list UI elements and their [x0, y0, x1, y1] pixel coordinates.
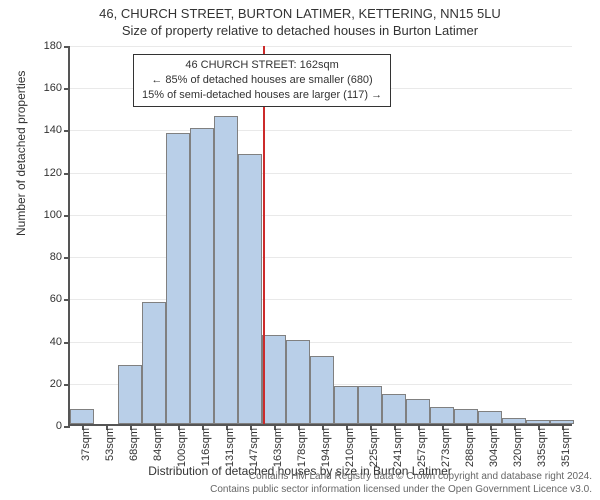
- footer-line-2: Contains public sector information licen…: [210, 484, 592, 497]
- y-tick-label: 100: [34, 209, 62, 221]
- histogram-bar: [478, 411, 502, 424]
- y-tick: [64, 130, 70, 132]
- annotation-line-1: 46 CHURCH STREET: 162sqm: [142, 58, 382, 73]
- x-tick-label: 84sqm: [152, 428, 164, 461]
- histogram-bar: [118, 365, 142, 424]
- x-tick-label: 273sqm: [440, 428, 452, 467]
- gridline: [70, 46, 572, 47]
- annotation-line-3: 15% of semi-detached houses are larger (…: [142, 88, 382, 103]
- histogram-bar: [238, 154, 262, 424]
- x-tick-label: 257sqm: [416, 428, 428, 467]
- chart-title-block: 46, CHURCH STREET, BURTON LATIMER, KETTE…: [0, 0, 600, 38]
- chart-subtitle: Size of property relative to detached ho…: [0, 23, 600, 38]
- y-tick-label: 40: [34, 336, 62, 348]
- x-tick-label: 351sqm: [560, 428, 572, 467]
- y-tick: [64, 426, 70, 428]
- gridline: [70, 130, 572, 131]
- histogram-bar: [262, 335, 286, 424]
- x-tick-label: 304sqm: [488, 428, 500, 467]
- histogram-bar: [166, 133, 190, 424]
- annotation-box: 46 CHURCH STREET: 162sqm ← 85% of detach…: [133, 54, 391, 107]
- histogram-bar: [454, 409, 478, 424]
- y-tick-label: 180: [34, 40, 62, 52]
- x-tick-label: 320sqm: [512, 428, 524, 467]
- y-tick: [64, 342, 70, 344]
- y-tick-label: 80: [34, 251, 62, 263]
- x-tick-label: 53sqm: [104, 428, 116, 461]
- histogram-bar: [190, 128, 214, 424]
- footer-attribution: Contains HM Land Registry data © Crown c…: [210, 471, 592, 496]
- histogram-bar: [334, 386, 358, 424]
- histogram-bar: [358, 386, 382, 424]
- x-tick-label: 116sqm: [200, 428, 212, 466]
- footer-line-1: Contains HM Land Registry data © Crown c…: [210, 471, 592, 484]
- histogram-bar: [286, 340, 310, 424]
- y-tick-label: 140: [34, 124, 62, 136]
- y-tick: [64, 299, 70, 301]
- x-tick-label: 37sqm: [80, 428, 92, 461]
- histogram-bar: [310, 356, 334, 424]
- x-tick-label: 100sqm: [176, 428, 188, 467]
- y-tick: [64, 215, 70, 217]
- x-tick-label: 147sqm: [248, 428, 260, 467]
- chart-area: 02040608010012014016018037sqm53sqm68sqm8…: [68, 46, 572, 426]
- y-tick: [64, 173, 70, 175]
- gridline: [70, 173, 572, 174]
- x-tick-label: 225sqm: [368, 428, 380, 467]
- y-tick-label: 60: [34, 293, 62, 305]
- x-tick-label: 163sqm: [272, 428, 284, 467]
- x-tick-label: 131sqm: [224, 428, 236, 467]
- histogram-bar: [382, 394, 406, 424]
- y-tick-label: 0: [34, 420, 62, 432]
- y-tick: [64, 384, 70, 386]
- y-tick: [64, 46, 70, 48]
- y-tick: [64, 88, 70, 90]
- chart-title: 46, CHURCH STREET, BURTON LATIMER, KETTE…: [0, 6, 600, 21]
- x-tick-label: 68sqm: [128, 428, 140, 461]
- x-tick-label: 210sqm: [344, 428, 356, 467]
- gridline: [70, 299, 572, 300]
- histogram-bar: [214, 116, 238, 424]
- histogram-bar: [430, 407, 454, 424]
- x-tick-label: 194sqm: [320, 428, 332, 467]
- y-tick-label: 20: [34, 378, 62, 390]
- x-tick-label: 241sqm: [392, 428, 404, 467]
- y-axis-label: Number of detached properties: [14, 71, 28, 236]
- y-tick: [64, 257, 70, 259]
- x-tick-label: 288sqm: [464, 428, 476, 467]
- y-tick-label: 120: [34, 167, 62, 179]
- annotation-line-2: ← 85% of detached houses are smaller (68…: [142, 73, 382, 88]
- x-tick-label: 335sqm: [536, 428, 548, 467]
- histogram-bar: [406, 399, 430, 424]
- y-tick-label: 160: [34, 82, 62, 94]
- histogram-bar: [70, 409, 94, 424]
- x-tick-label: 178sqm: [296, 428, 308, 467]
- gridline: [70, 257, 572, 258]
- gridline: [70, 215, 572, 216]
- histogram-bar: [142, 302, 166, 424]
